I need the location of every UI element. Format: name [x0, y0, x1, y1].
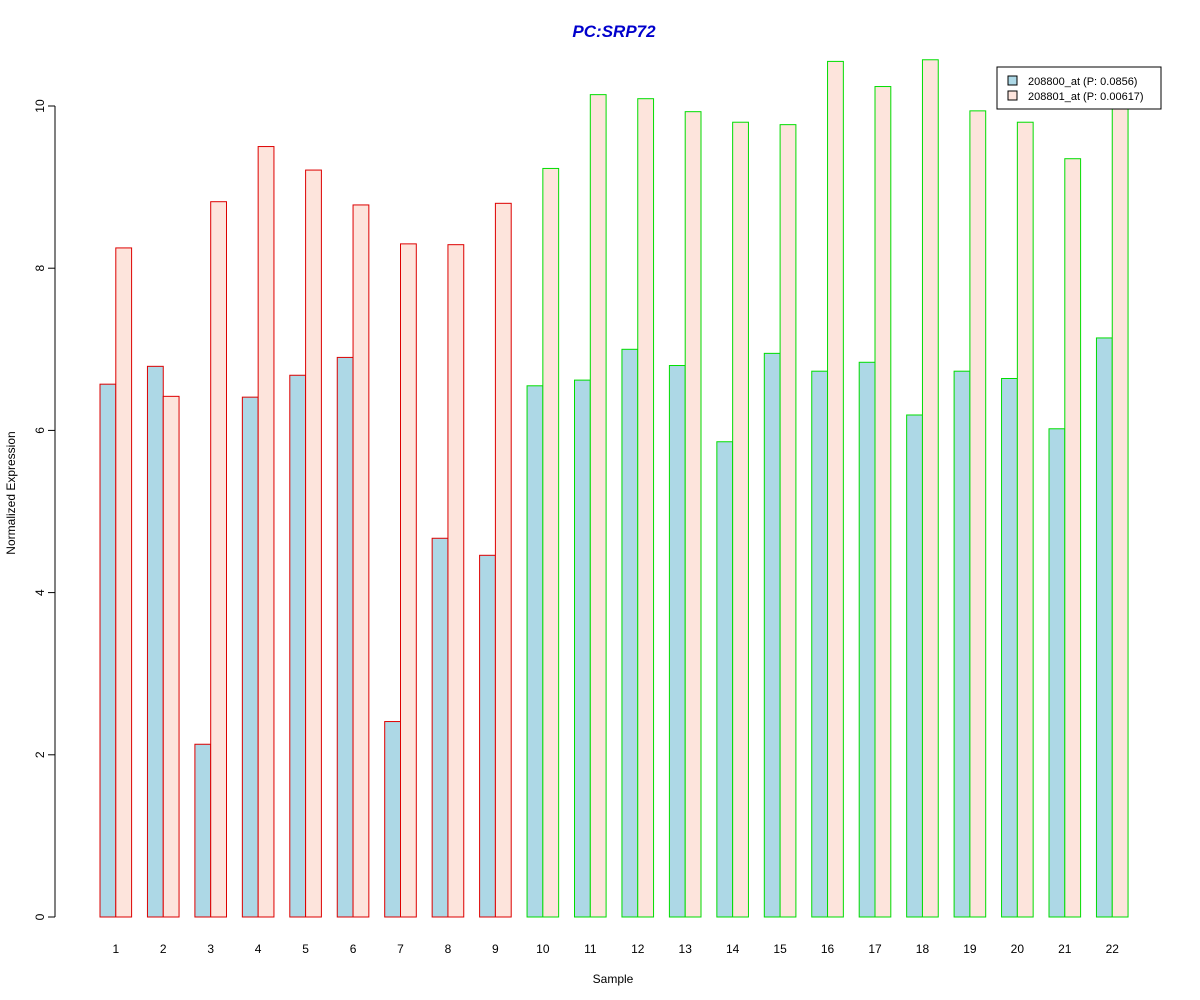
x-tick-label-15: 15	[773, 942, 787, 956]
y-tick-label: 4	[33, 589, 47, 596]
chart-title: PC:SRP72	[572, 22, 656, 41]
bar-sample-13-series-2	[684, 111, 702, 918]
bar-sample-5-series-1	[289, 374, 307, 918]
x-tick-label-1: 1	[112, 942, 119, 956]
bar-sample-14-series-1	[716, 441, 734, 918]
bar-sample-7-series-1	[384, 721, 402, 918]
bar-sample-1-series-1	[99, 383, 117, 918]
y-axis-label: Normalized Expression	[4, 431, 18, 554]
bar-sample-16-series-2	[827, 60, 844, 918]
bar-sample-8-series-2	[447, 244, 465, 918]
bar-sample-7-series-2	[400, 243, 417, 918]
bar-sample-22-series-2	[1111, 107, 1129, 918]
bar-sample-3-series-1	[194, 743, 212, 918]
bar-sample-19-series-2	[969, 110, 987, 918]
bar-sample-13-series-1	[668, 365, 686, 918]
bar-sample-16-series-1	[811, 370, 829, 918]
x-tick-label-13: 13	[679, 942, 693, 956]
y-tick-label: 8	[33, 265, 47, 272]
bar-sample-6-series-1	[336, 356, 354, 918]
bar-sample-14-series-2	[732, 121, 749, 918]
x-tick-label-21: 21	[1058, 942, 1072, 956]
legend: 208800_at (P: 0.0856) 208801_at (P: 0.00…	[996, 66, 1162, 110]
x-tick-label-4: 4	[255, 942, 262, 956]
x-tick-label-17: 17	[868, 942, 882, 956]
bar-sample-8-series-1	[431, 537, 449, 918]
legend-swatch-2	[1007, 90, 1018, 101]
legend-box	[996, 66, 1162, 110]
x-tick-label-14: 14	[726, 942, 740, 956]
y-tick-label: 2	[33, 751, 47, 758]
x-tick-label-3: 3	[207, 942, 214, 956]
bar-sample-12-series-1	[621, 348, 639, 918]
x-tick-label-9: 9	[492, 942, 499, 956]
x-tick-label-16: 16	[821, 942, 835, 956]
x-tick-label-6: 6	[350, 942, 357, 956]
bar-sample-3-series-2	[210, 201, 227, 918]
bar-sample-21-series-1	[1048, 428, 1066, 918]
bar-sample-1-series-2	[115, 247, 133, 918]
bar-sample-4-series-2	[257, 146, 275, 918]
bar-sample-21-series-2	[1064, 158, 1082, 918]
bar-sample-10-series-2	[542, 167, 560, 918]
y-tick-label: 10	[33, 99, 47, 113]
bar-sample-19-series-1	[953, 370, 971, 918]
bar-sample-18-series-1	[906, 414, 923, 918]
y-tick-label: 0	[33, 913, 47, 920]
bar-sample-15-series-2	[779, 124, 797, 918]
bar-sample-17-series-1	[858, 361, 876, 918]
x-tick-label-19: 19	[963, 942, 977, 956]
x-tick-label-20: 20	[1011, 942, 1025, 956]
y-tick-label: 6	[33, 427, 47, 434]
bar-sample-10-series-1	[526, 385, 544, 918]
x-tick-label-11: 11	[584, 942, 597, 956]
x-axis-tick-labels: 1 2 3 4 5 6 7 8 9 10 11 12 13 14 15 16 17 18 19 20 21 22	[112, 942, 1119, 956]
bar-sample-17-series-2	[874, 86, 892, 918]
bar-sample-4-series-1	[241, 396, 259, 918]
legend-swatch-1	[1007, 75, 1018, 86]
x-tick-label-10: 10	[536, 942, 550, 956]
bar-sample-9-series-1	[479, 554, 496, 918]
bar-sample-12-series-2	[637, 98, 655, 918]
x-tick-label-22: 22	[1106, 942, 1120, 956]
x-axis-label: Sample	[593, 972, 634, 986]
x-tick-label-8: 8	[445, 942, 452, 956]
bar-sample-5-series-2	[305, 169, 322, 918]
bars	[99, 59, 1129, 918]
legend-label-2: 208801_at (P: 0.00617)	[1028, 91, 1144, 103]
legend-label-1: 208800_at (P: 0.0856)	[1028, 76, 1137, 88]
bar-sample-18-series-2	[921, 59, 939, 918]
x-tick-label-7: 7	[397, 942, 404, 956]
x-tick-label-2: 2	[160, 942, 167, 956]
bar-sample-6-series-2	[352, 204, 370, 918]
x-tick-label-18: 18	[916, 942, 930, 956]
bar-sample-11-series-1	[574, 379, 591, 918]
bar-sample-20-series-2	[1016, 121, 1034, 918]
bar-sample-11-series-2	[589, 94, 607, 918]
y-axis: 0 2 4 6 8 10	[33, 99, 56, 920]
bar-sample-20-series-1	[1001, 377, 1018, 918]
bar-sample-9-series-2	[494, 202, 512, 918]
x-tick-label-12: 12	[631, 942, 645, 956]
bar-sample-2-series-1	[146, 365, 164, 918]
bar-sample-2-series-2	[162, 395, 180, 918]
bar-sample-22-series-1	[1095, 337, 1113, 918]
bar-sample-15-series-1	[763, 352, 781, 918]
x-tick-label-5: 5	[302, 942, 309, 956]
